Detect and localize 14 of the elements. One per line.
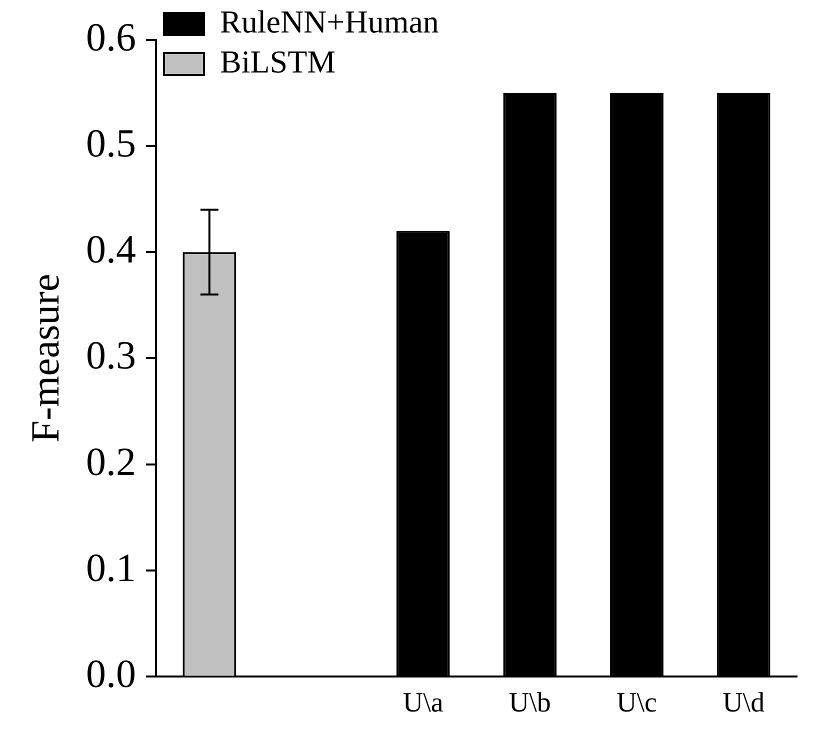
- x-tick-label: U\c: [616, 688, 657, 719]
- y-tick-label: 0.3: [86, 332, 136, 378]
- x-tick-label: U\b: [508, 688, 551, 719]
- y-tick-label: 0.1: [86, 544, 136, 590]
- y-tick-label: 0.2: [86, 438, 136, 484]
- legend-label: BiLSTM: [220, 43, 336, 80]
- y-tick-label: 0.0: [86, 650, 136, 696]
- y-tick-label: 0.4: [86, 226, 136, 272]
- y-axis-title: F-measure: [22, 274, 68, 443]
- y-tick-label: 0.5: [86, 120, 136, 166]
- legend-label: RuleNN+Human: [220, 3, 439, 40]
- x-tick-label: U\a: [402, 688, 444, 719]
- x-tick-label: U\d: [722, 688, 765, 719]
- y-tick-label: 0.6: [86, 14, 136, 60]
